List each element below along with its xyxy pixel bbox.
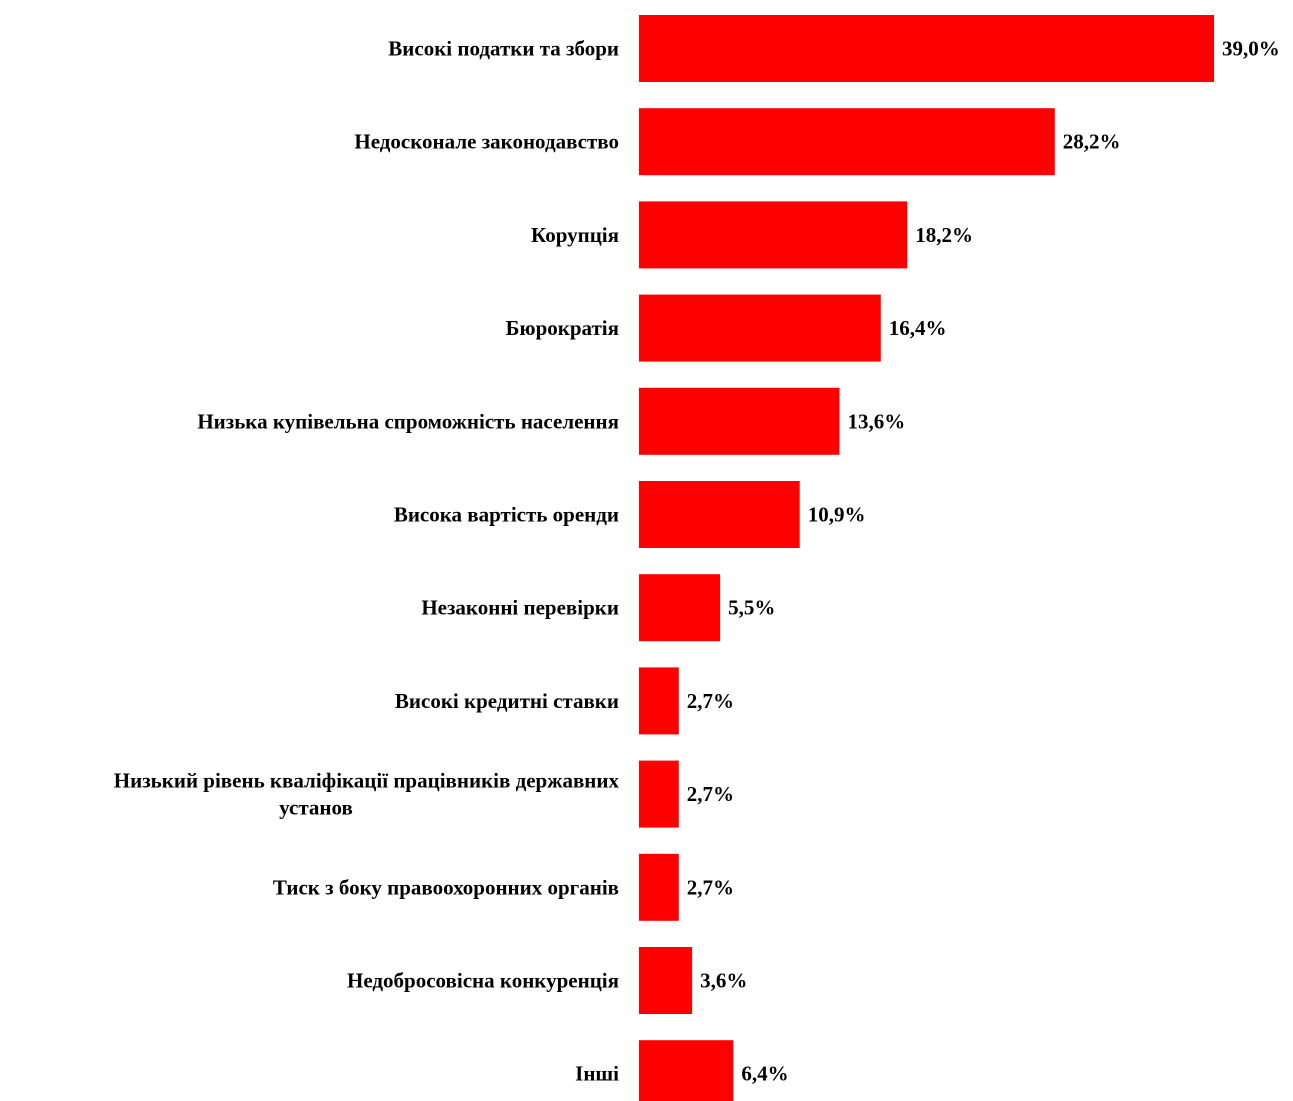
- bar-10: [639, 853, 679, 921]
- value-label-5: 13,6%: [848, 409, 906, 433]
- value-label-11: 3,6%: [700, 969, 747, 993]
- category-labels-group: Високі податки та збори Недосконале закон…: [114, 37, 620, 1086]
- bar-3: [639, 201, 908, 269]
- bar-12: [639, 1040, 734, 1101]
- bar-11: [639, 947, 693, 1014]
- value-label-2: 28,2%: [1063, 130, 1121, 154]
- value-labels-group: 39,0% 28,2% 18,2% 16,4% 13,6% 10,9% 5,5% 2,7% 2,…: [687, 37, 1280, 1086]
- value-label-10: 2,7%: [687, 875, 734, 899]
- value-label-3: 18,2%: [915, 223, 973, 247]
- category-label-line: Високі податки та збори: [388, 37, 619, 61]
- category-label-line: Корупція: [531, 223, 619, 247]
- category-label-4: Бюрократія: [506, 316, 619, 340]
- category-label-line: Низька купівельна спроможність населення: [197, 409, 619, 433]
- value-label-8: 2,7%: [687, 689, 734, 713]
- value-label-1: 39,0%: [1222, 37, 1280, 61]
- category-label-7: Незаконні перевірки: [421, 596, 619, 620]
- category-label-line: Бюрократія: [506, 316, 619, 340]
- category-label-line: Інші: [575, 1062, 619, 1086]
- category-label-6: Висока вартість оренди: [394, 503, 619, 527]
- category-label-1: Високі податки та збори: [388, 37, 619, 61]
- bar-1: [639, 15, 1214, 82]
- category-label-line: Високі кредитні ставки: [395, 689, 619, 713]
- category-label-line: установ: [279, 796, 353, 820]
- value-label-9: 2,7%: [687, 782, 734, 806]
- bars-group: [639, 15, 1214, 1101]
- category-label-line: Низький рівень кваліфікації працівників …: [114, 769, 620, 793]
- bar-2: [639, 108, 1055, 176]
- value-label-6: 10,9%: [808, 503, 866, 527]
- category-label-3: Корупція: [531, 223, 619, 247]
- bar-5: [639, 387, 840, 455]
- category-label-12: Інші: [575, 1062, 619, 1086]
- category-label-9: Низький рівень кваліфікації працівників …: [114, 769, 620, 820]
- category-label-line: Недобросовісна конкуренція: [347, 969, 619, 993]
- bar-4: [639, 294, 881, 362]
- category-label-5: Низька купівельна спроможність населення: [197, 409, 619, 433]
- value-label-12: 6,4%: [741, 1062, 788, 1086]
- bar-7: [639, 574, 721, 642]
- bar-9: [639, 760, 679, 828]
- category-label-10: Тиск з боку правоохоронних органів: [273, 875, 619, 899]
- bar-8: [639, 667, 679, 735]
- category-label-line: Недосконале законодавство: [354, 130, 619, 154]
- category-label-11: Недобросовісна конкуренція: [347, 969, 619, 993]
- category-label-line: Незаконні перевірки: [421, 596, 619, 620]
- category-label-line: Тиск з боку правоохоронних органів: [273, 875, 619, 899]
- category-label-2: Недосконале законодавство: [354, 130, 619, 154]
- value-label-4: 16,4%: [889, 316, 947, 340]
- bar-6: [639, 481, 800, 548]
- category-label-8: Високі кредитні ставки: [395, 689, 619, 713]
- value-label-7: 5,5%: [728, 596, 775, 620]
- category-label-line: Висока вартість оренди: [394, 503, 619, 527]
